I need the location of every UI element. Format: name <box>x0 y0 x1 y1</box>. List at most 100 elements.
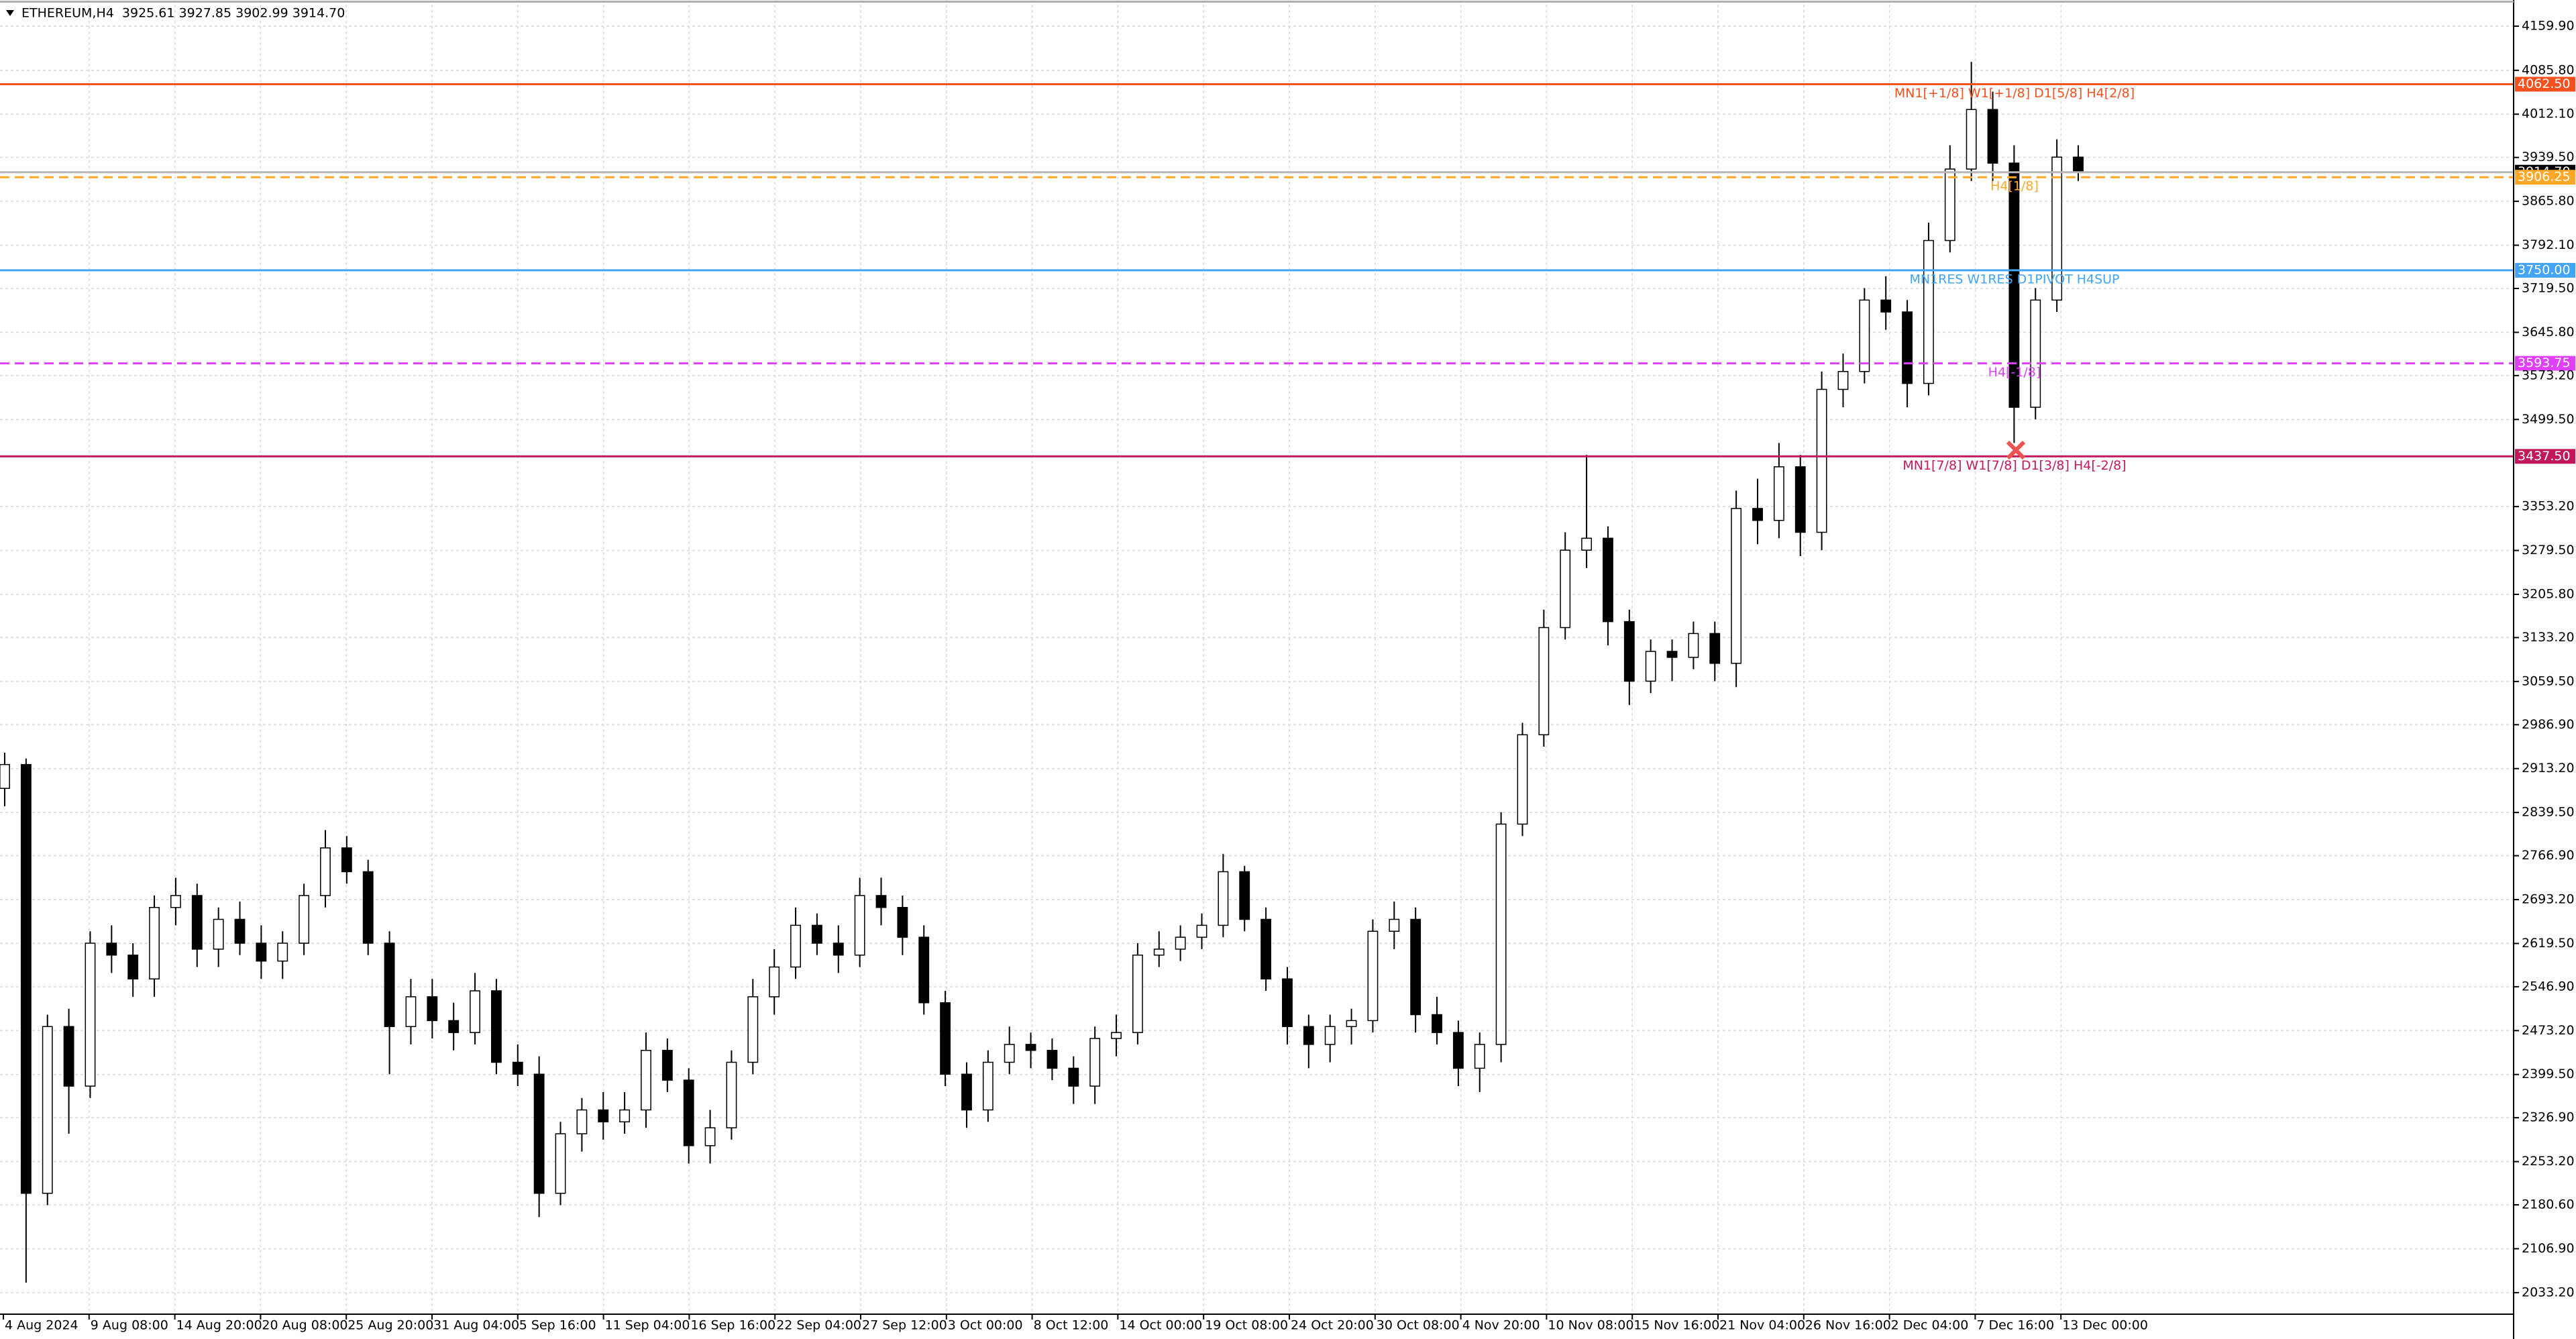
candle-body <box>127 954 139 979</box>
candle-body <box>2008 162 2020 408</box>
candle-body <box>1752 508 1763 521</box>
candle-body <box>555 1133 566 1194</box>
x-tick-label: 4 Nov 20:00 <box>1462 1318 1540 1333</box>
candle-body <box>747 996 759 1063</box>
x-tick-label: 3 Oct 00:00 <box>948 1318 1023 1333</box>
candle-body <box>1410 918 1421 1016</box>
x-tick-label: 27 Sep 12:00 <box>862 1318 947 1333</box>
level-annotation: MN1[7/8] W1[7/8] D1[3/8] H4[-2/8] <box>1902 458 2126 473</box>
candle-body <box>1581 537 1593 551</box>
menu-triangle[interactable] <box>6 10 14 16</box>
candle-body <box>20 763 32 1194</box>
marker-stroke <box>2006 440 2026 460</box>
y-tick-label: 2253.20 <box>2522 1154 2575 1169</box>
y-tick-label: 2473.20 <box>2522 1023 2575 1038</box>
candle-body <box>256 943 267 962</box>
candle-body <box>1068 1067 1079 1087</box>
candle-body <box>854 895 865 956</box>
candle-body <box>576 1109 588 1134</box>
level-price-box <box>2515 170 2575 185</box>
candle-body <box>833 943 844 956</box>
x-tick-label: 26 Nov 16:00 <box>1805 1318 1891 1333</box>
candle-body <box>897 906 908 938</box>
x-tick-label: 13 Dec 00:00 <box>2062 1318 2148 1333</box>
candle-body <box>2030 299 2041 408</box>
x-tick-label: 14 Oct 00:00 <box>1119 1318 1202 1333</box>
candle-body <box>1132 954 1143 1033</box>
level-annotation: MN1[+1/8] W1[+1/8] D1[5/8] H4[2/8] <box>1894 86 2135 101</box>
candle-body <box>1218 871 1229 926</box>
candle-body <box>619 1109 631 1123</box>
candle-body <box>875 895 887 908</box>
candle-body <box>1645 651 1656 682</box>
y-tick-label: 4085.80 <box>2522 62 2575 77</box>
x-tick-label: 8 Oct 12:00 <box>1034 1318 1109 1333</box>
candle-body <box>1282 978 1293 1028</box>
y-tick-label: 3499.50 <box>2522 412 2575 427</box>
y-tick-label: 2986.90 <box>2522 717 2575 732</box>
candle-body <box>1794 466 1806 533</box>
chart-header: ETHEREUM,H4 3925.61 3927.85 3902.99 3914… <box>21 6 345 21</box>
y-tick-label: 3573.20 <box>2522 368 2575 382</box>
candle-body <box>961 1073 972 1111</box>
candle-body <box>1175 936 1186 950</box>
candle-body <box>1538 627 1550 736</box>
level-annotation: H4[-1/8] <box>1988 365 2041 380</box>
y-tick-label: 3059.50 <box>2522 674 2575 688</box>
candle-body <box>1196 924 1208 938</box>
y-tick-label: 2693.20 <box>2522 892 2575 906</box>
candle-body <box>42 1026 53 1194</box>
y-tick-label: 2546.90 <box>2522 979 2575 994</box>
candle-body <box>1666 651 1678 658</box>
candle-body <box>1495 823 1507 1045</box>
candle-body <box>1859 299 1870 372</box>
candle-body <box>2051 156 2063 301</box>
candle-body <box>234 918 246 944</box>
candle-body <box>1773 466 1784 521</box>
candle-body <box>1367 930 1379 1022</box>
candle-body <box>1452 1032 1464 1069</box>
candle-body <box>1389 918 1400 932</box>
candle-body <box>683 1079 694 1146</box>
x-tick-label: 9 Aug 08:00 <box>91 1318 168 1333</box>
low-marker <box>2006 440 2026 460</box>
level-price-label: 4062.50 <box>2518 76 2571 91</box>
candle-body <box>405 996 417 1028</box>
x-tick-label: 11 Sep 04:00 <box>605 1318 690 1333</box>
candle-body <box>384 943 395 1028</box>
candle-body <box>1688 633 1699 658</box>
candle-body <box>704 1127 716 1146</box>
y-tick-label: 3865.80 <box>2522 194 2575 209</box>
x-tick-label: 7 Dec 16:00 <box>1976 1318 2054 1333</box>
candle-body <box>1944 168 1955 242</box>
candle-body <box>2073 156 2084 173</box>
candle-body <box>470 990 480 1033</box>
y-tick-label: 3645.80 <box>2522 325 2575 339</box>
y-tick-label: 2766.90 <box>2522 848 2575 863</box>
candle-body <box>1239 871 1250 920</box>
x-tick-label: 24 Oct 20:00 <box>1291 1318 1374 1333</box>
candle-body <box>641 1050 651 1111</box>
x-tick-label: 25 Aug 20:00 <box>347 1318 433 1333</box>
candle-body <box>63 1026 74 1087</box>
candle-body <box>1816 388 1827 533</box>
candle-body <box>1603 537 1613 623</box>
candle-body <box>149 906 160 979</box>
y-tick-label: 2326.90 <box>2522 1110 2575 1125</box>
x-tick-label: 21 Nov 04:00 <box>1719 1318 1805 1333</box>
level-price-box <box>2515 449 2575 464</box>
candle-body <box>1432 1014 1442 1033</box>
candle-body <box>85 943 96 1087</box>
candle-body <box>1560 549 1571 629</box>
x-tick-label: 20 Aug 08:00 <box>262 1318 347 1333</box>
candle-body <box>661 1050 673 1081</box>
y-tick-label: 2839.50 <box>2522 805 2575 820</box>
y-tick-label: 2180.60 <box>2522 1197 2575 1212</box>
candle-body <box>299 895 310 944</box>
candle-body <box>320 847 331 896</box>
candle-body <box>0 763 10 789</box>
candle-body <box>1153 949 1165 956</box>
x-tick-label: 4 Aug 2024 <box>5 1318 78 1333</box>
